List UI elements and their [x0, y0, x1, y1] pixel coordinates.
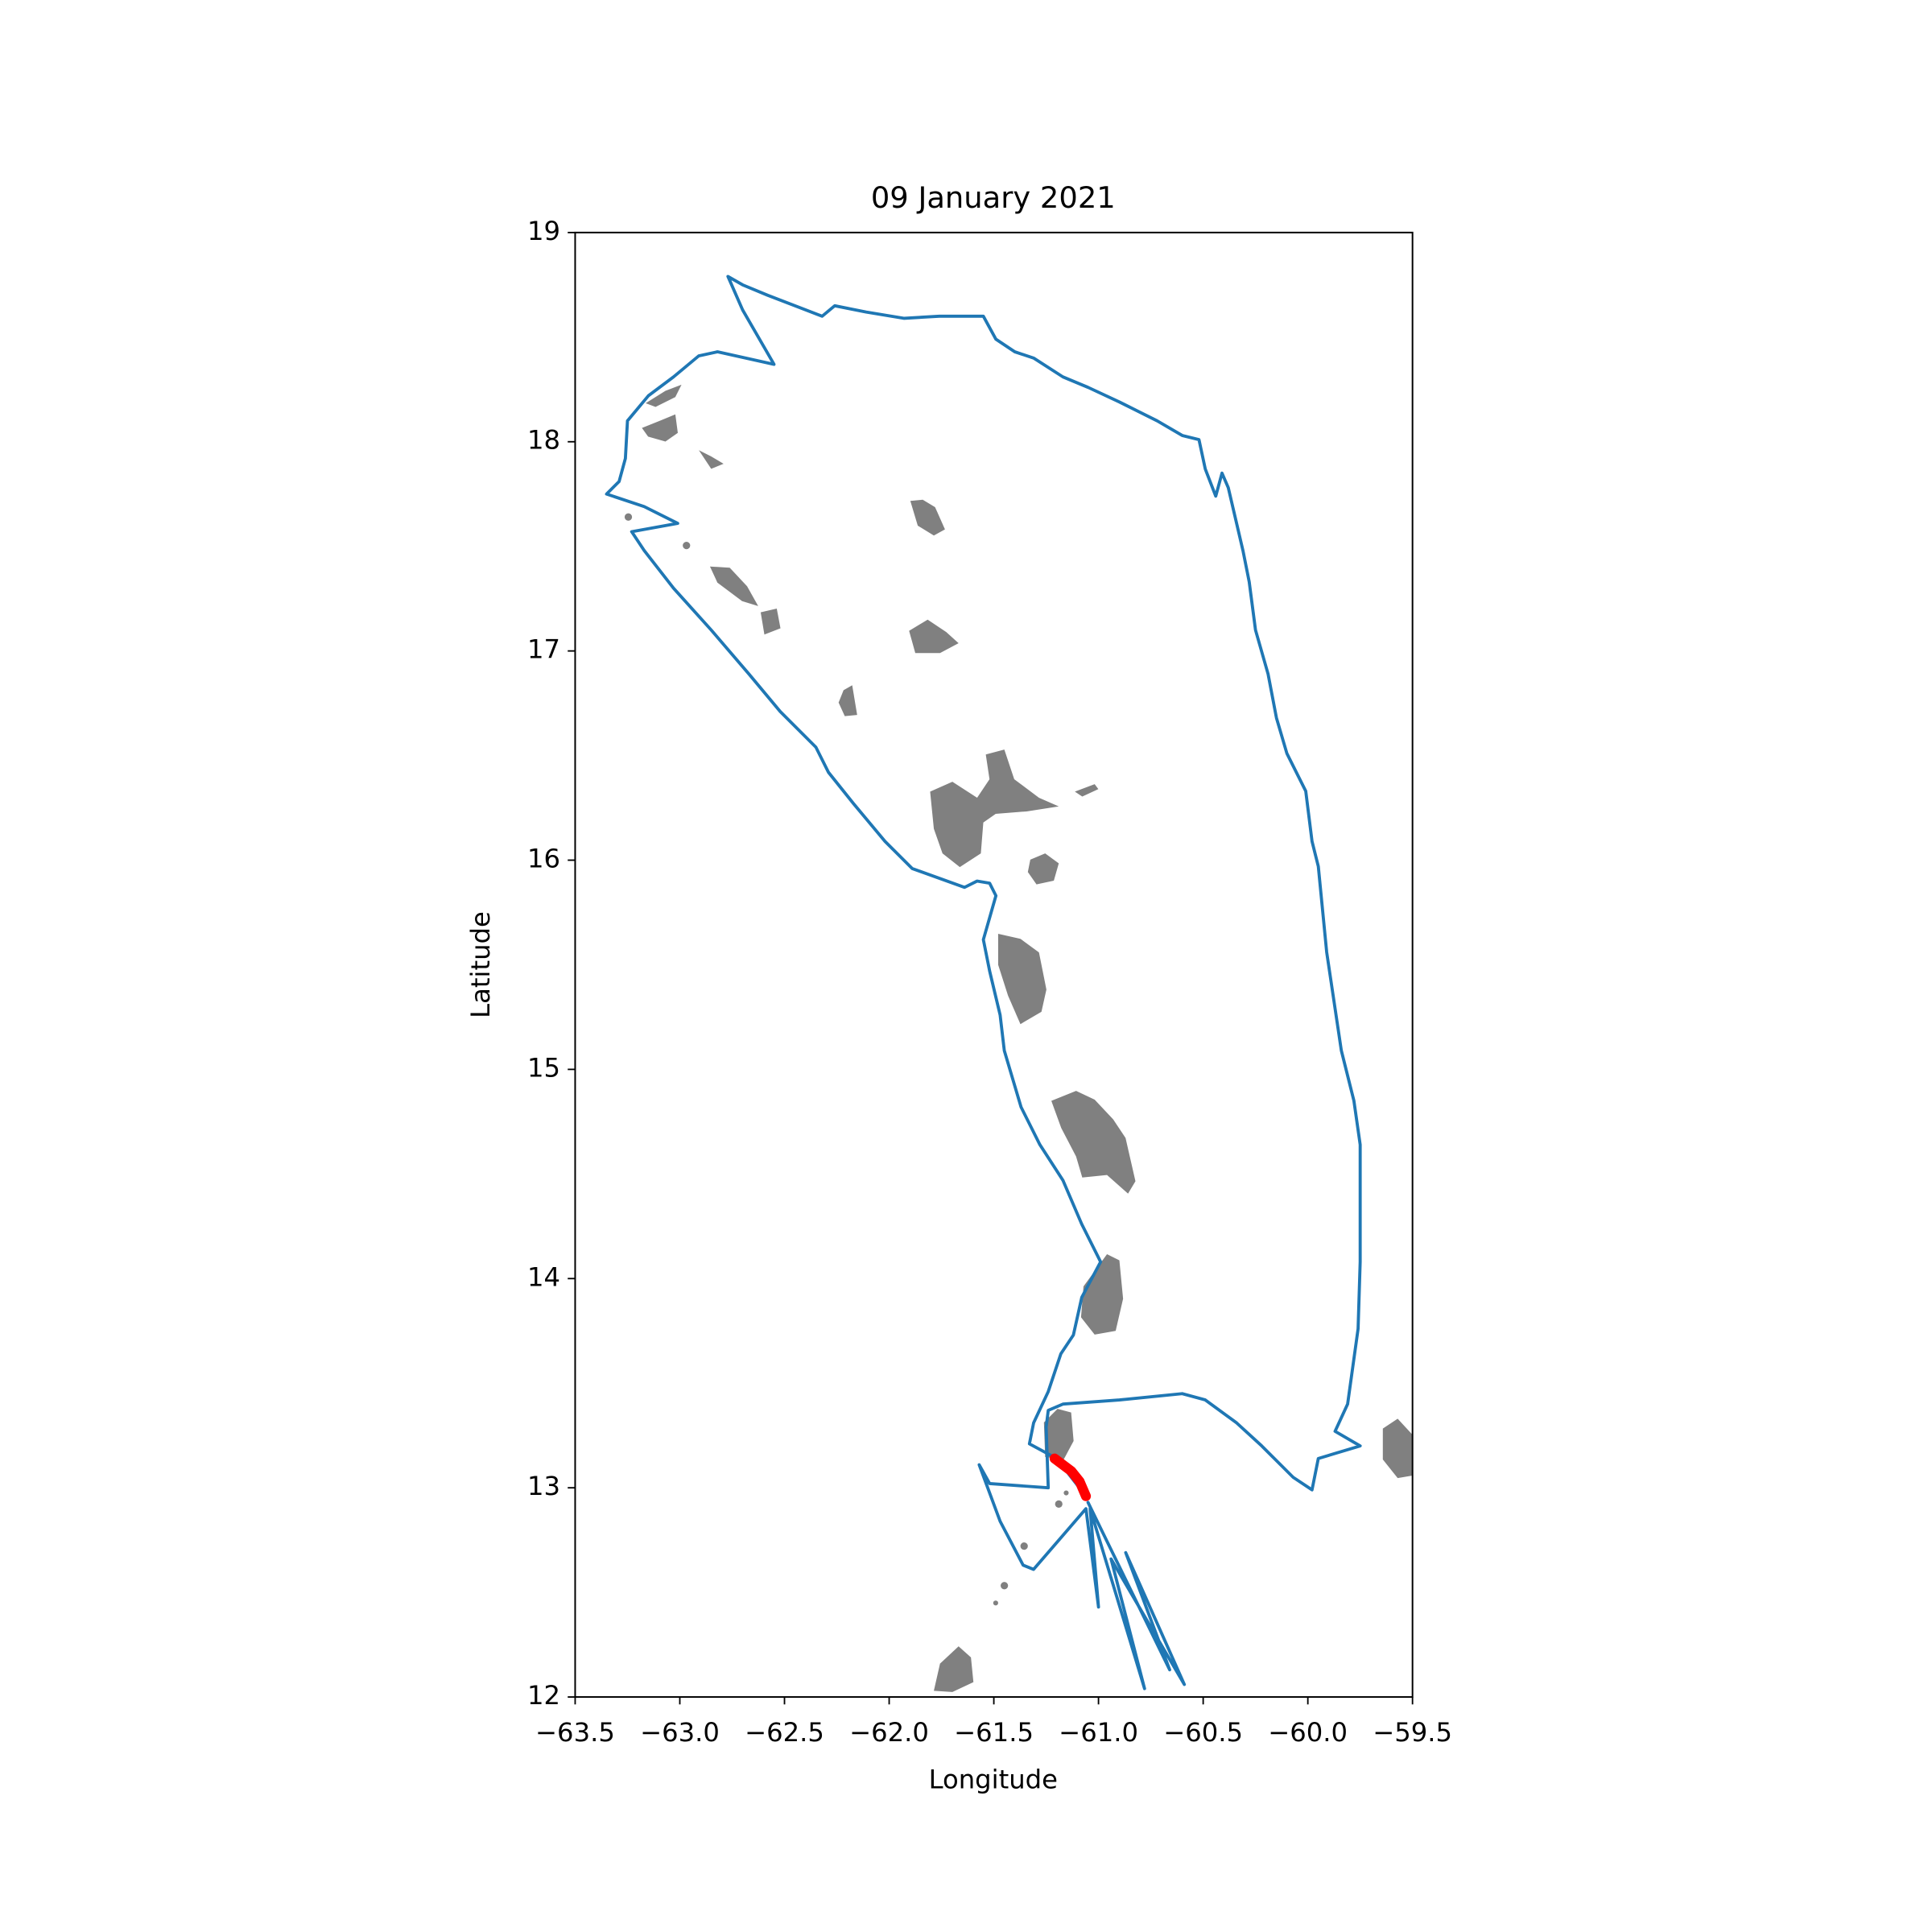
island [760, 608, 781, 635]
island [1020, 1542, 1028, 1550]
island [934, 1646, 974, 1692]
y-tick-label: 18 [527, 425, 560, 456]
island [642, 414, 678, 442]
island [699, 450, 724, 469]
x-tick-label: −60.0 [1268, 1717, 1348, 1748]
y-tick-label: 16 [527, 844, 560, 874]
y-tick-label: 15 [527, 1052, 560, 1083]
island [624, 513, 633, 521]
chart-title: 09 January 2021 [871, 180, 1116, 215]
x-tick-label: −63.5 [535, 1717, 615, 1748]
island [997, 934, 1046, 1025]
plot-area [605, 275, 1362, 1690]
x-tick-label: −61.0 [1059, 1717, 1138, 1748]
y-tick-label: 19 [527, 216, 560, 246]
island [709, 566, 758, 606]
y-tick-label: 12 [527, 1680, 560, 1711]
x-axis-label: Longitude [929, 1765, 1058, 1795]
island [1055, 1500, 1063, 1508]
island [993, 1600, 998, 1606]
x-tick-label: −63.0 [640, 1717, 720, 1748]
x-tick-label: −62.0 [849, 1717, 929, 1748]
y-tick-label: 13 [527, 1471, 560, 1501]
x-tick-label: −62.5 [745, 1717, 824, 1748]
y-tick-label: 14 [527, 1261, 560, 1292]
island [909, 619, 959, 654]
island [1080, 1254, 1124, 1335]
island [1043, 1409, 1074, 1460]
x-tick-label: −60.5 [1163, 1717, 1243, 1748]
y-axis-label: Latitude [465, 911, 496, 1018]
island [838, 685, 857, 716]
island [1063, 1490, 1069, 1496]
island [1075, 784, 1099, 797]
island [1051, 1091, 1136, 1194]
island [683, 541, 691, 550]
y-tick-label: 17 [527, 634, 560, 665]
island [1001, 1582, 1009, 1590]
island [1027, 853, 1059, 885]
island [1382, 1418, 1413, 1479]
x-tick-label: −61.5 [954, 1717, 1034, 1748]
island [646, 384, 682, 407]
track-line [605, 275, 1362, 1690]
island [910, 499, 945, 536]
islands [624, 384, 1413, 1692]
island [930, 749, 1059, 868]
x-tick-label: −59.5 [1373, 1717, 1452, 1748]
track-line [1049, 1453, 1092, 1501]
